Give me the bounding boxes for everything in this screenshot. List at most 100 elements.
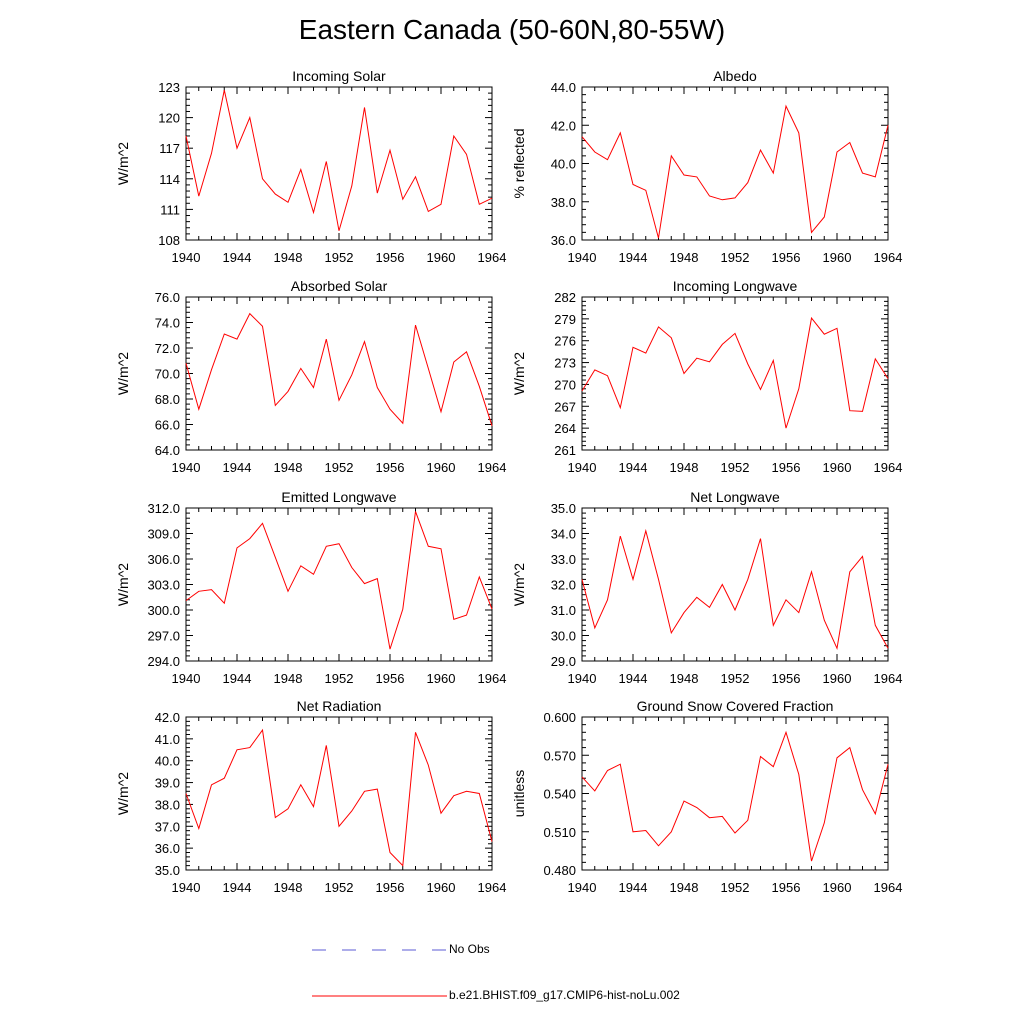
panel-title: Ground Snow Covered Fraction: [637, 698, 834, 714]
x-tick-label: 1952: [325, 880, 354, 895]
x-tick-label: 1940: [172, 880, 201, 895]
x-tick-label: 1956: [772, 880, 801, 895]
y-tick-label: 36.0: [155, 841, 180, 856]
y-tick-label: 29.0: [551, 654, 576, 669]
y-tick-label: 38.0: [551, 195, 576, 210]
y-tick-label: 0.570: [543, 748, 576, 763]
y-tick-label: 261: [554, 443, 576, 458]
y-tick-label: 264: [554, 421, 576, 436]
y-tick-label: 44.0: [551, 80, 576, 95]
y-tick-label: 74.0: [155, 316, 180, 331]
panel-title: Net Radiation: [297, 698, 382, 714]
plot-frame: [185, 507, 493, 662]
x-tick-label: 1944: [619, 880, 648, 895]
plot-frame: [581, 507, 889, 662]
y-tick-label: 35.0: [155, 863, 180, 878]
y-tick-label: 37.0: [155, 819, 180, 834]
x-tick-label: 1940: [568, 250, 597, 265]
series-line: [581, 316, 889, 429]
y-tick-label: 276: [554, 334, 576, 349]
y-tick-label: 39.0: [155, 776, 180, 791]
y-tick-label: 108: [158, 233, 180, 248]
y-tick-label: 297.0: [147, 629, 180, 644]
panel-title: Net Longwave: [690, 489, 780, 505]
y-tick-label: 279: [554, 312, 576, 327]
y-tick-label: 76.0: [155, 290, 180, 305]
x-tick-label: 1956: [772, 250, 801, 265]
x-tick-label: 1948: [274, 671, 303, 686]
series-line: [581, 730, 889, 862]
y-tick-label: 68.0: [155, 392, 180, 407]
x-tick-label: 1944: [619, 671, 648, 686]
series-line: [581, 104, 889, 239]
plot-frame: [581, 716, 889, 871]
x-tick-label: 1964: [478, 671, 507, 686]
x-tick-label: 1952: [721, 880, 750, 895]
y-tick-label: 282: [554, 290, 576, 305]
x-tick-label: 1964: [874, 460, 903, 475]
y-tick-label: 267: [554, 399, 576, 414]
x-tick-label: 1956: [376, 460, 405, 475]
y-axis-label: % reflected: [511, 128, 527, 198]
x-tick-label: 1944: [223, 880, 252, 895]
panel-title: Incoming Solar: [292, 68, 386, 84]
panel-title: Absorbed Solar: [291, 278, 388, 294]
y-tick-label: 36.0: [551, 233, 576, 248]
y-tick-label: 306.0: [147, 552, 180, 567]
y-tick-label: 31.0: [551, 603, 576, 618]
y-tick-label: 294.0: [147, 654, 180, 669]
y-tick-label: 40.0: [551, 157, 576, 172]
x-tick-label: 1952: [721, 671, 750, 686]
y-axis-label: W/m^2: [115, 352, 131, 395]
y-tick-label: 111: [160, 202, 180, 217]
x-tick-label: 1960: [823, 880, 852, 895]
panel-title: Incoming Longwave: [673, 278, 798, 294]
panel-5: Net Longwave W/m^2 1940 1944 1948 1952 1956 196…: [511, 489, 902, 686]
y-tick-label: 312.0: [147, 501, 180, 516]
y-tick-label: 42.0: [155, 710, 180, 725]
x-tick-label: 1948: [274, 250, 303, 265]
x-tick-label: 1960: [427, 250, 456, 265]
plot-frame: [185, 86, 493, 241]
x-tick-label: 1956: [772, 671, 801, 686]
x-tick-label: 1944: [223, 250, 252, 265]
y-tick-label: 303.0: [147, 578, 180, 593]
y-tick-label: 120: [158, 111, 180, 126]
x-tick-label: 1960: [823, 671, 852, 686]
y-tick-label: 33.0: [551, 552, 576, 567]
panel-6: Net Radiation W/m^2 1940 1944 1948 1952 1956 19…: [115, 698, 506, 895]
panel-title: Emitted Longwave: [281, 489, 396, 505]
plot-frame: [185, 716, 493, 871]
plot-frame: [185, 296, 493, 451]
y-tick-label: 273: [554, 356, 576, 371]
x-tick-label: 1956: [772, 460, 801, 475]
y-tick-label: 32.0: [551, 578, 576, 593]
x-tick-label: 1964: [478, 250, 507, 265]
series-line: [185, 312, 493, 426]
x-tick-label: 1944: [223, 671, 252, 686]
y-axis-label: W/m^2: [115, 563, 131, 606]
x-tick-label: 1952: [325, 460, 354, 475]
x-tick-label: 1956: [376, 250, 405, 265]
x-tick-label: 1940: [172, 250, 201, 265]
y-axis-label: W/m^2: [511, 563, 527, 606]
y-tick-label: 0.540: [543, 787, 576, 802]
y-axis-label: W/m^2: [115, 772, 131, 815]
y-tick-label: 300.0: [147, 603, 180, 618]
x-tick-label: 1944: [223, 460, 252, 475]
x-tick-label: 1952: [721, 250, 750, 265]
x-tick-label: 1948: [670, 460, 699, 475]
panel-7: Ground Snow Covered Fraction unitless 1940…: [511, 698, 902, 895]
x-tick-label: 1964: [874, 880, 903, 895]
y-axis-label: unitless: [511, 770, 527, 817]
x-tick-label: 1940: [568, 671, 597, 686]
x-tick-label: 1956: [376, 671, 405, 686]
y-axis-label: W/m^2: [115, 142, 131, 185]
y-tick-label: 64.0: [155, 443, 180, 458]
y-tick-label: 34.0: [551, 527, 576, 542]
y-tick-label: 35.0: [551, 501, 576, 516]
y-tick-label: 40.0: [155, 754, 180, 769]
figure-title: Eastern Canada (50-60N,80-55W): [298, 14, 726, 45]
panel-4: Emitted Longwave W/m^2 1940 1944 1948 1952 195…: [115, 489, 506, 686]
